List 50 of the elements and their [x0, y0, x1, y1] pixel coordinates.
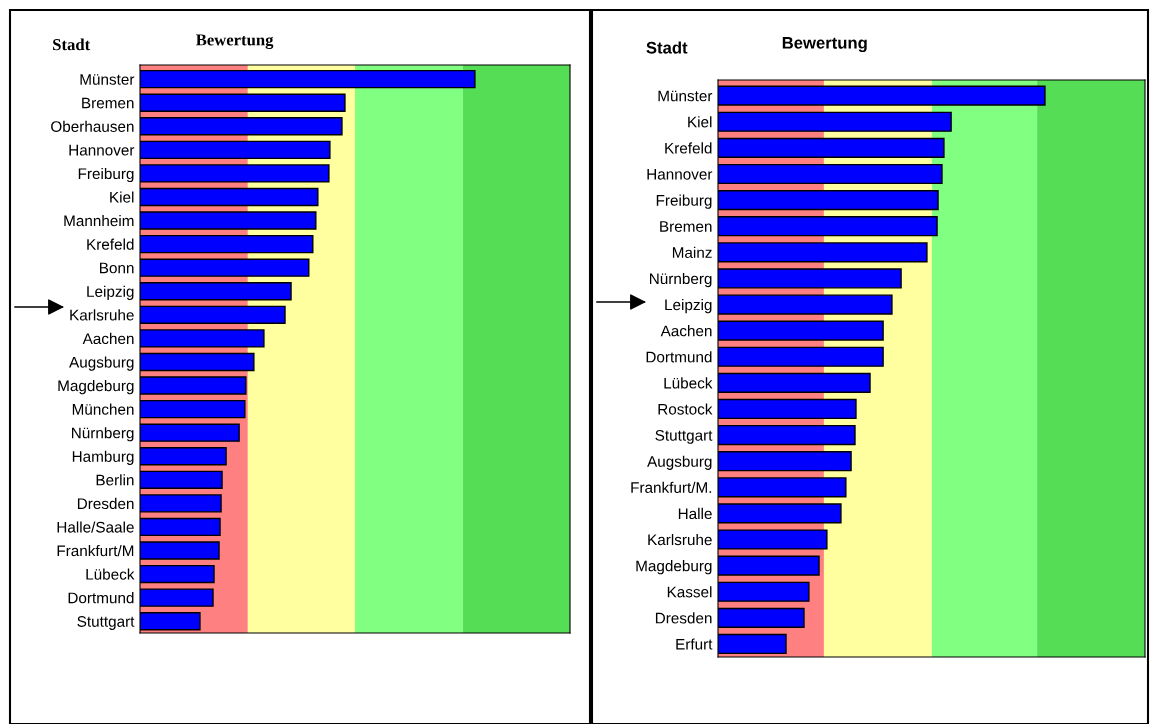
y-tick-label: Rostock: [658, 403, 713, 415]
y-tick-label: Bonn: [100, 262, 134, 274]
y-tick-label: Hannover: [69, 144, 135, 156]
y-tick-label: Stuttgart: [77, 616, 135, 630]
y-tick-label: Kiel: [688, 116, 712, 128]
y-tick-label: Dortmund: [68, 592, 134, 604]
y-axis-title: Stadt: [646, 41, 688, 54]
y-tick-label: Nürnberg: [72, 427, 134, 442]
y-tick-label: Stuttgart: [655, 429, 713, 444]
y-tick-label: Münster: [80, 74, 135, 85]
y-tick-label: Aachen: [660, 325, 712, 337]
y-tick-label: Dresden: [655, 612, 712, 624]
y-tick-label: Frankfurt/M.: [631, 481, 712, 493]
y-tick-label: Krefeld: [665, 142, 712, 154]
y-tick-label: Hamburg: [72, 450, 134, 465]
y-tick-label: Leipzig: [87, 285, 134, 300]
y-tick-label: Lübeck: [86, 568, 135, 580]
y-tick-label: Kiel: [110, 191, 134, 203]
y-tick-label: Dresden: [77, 497, 134, 510]
y-tick-label: Nürnberg: [650, 272, 712, 288]
y-tick-label: Krefeld: [87, 238, 134, 250]
y-tick-label: Halle: [678, 507, 712, 520]
y-tick-label: Karlsruhe: [70, 309, 134, 321]
y-tick-label: Aachen: [82, 332, 134, 345]
y-tick-label: Mainz: [672, 246, 712, 258]
y-tick-label: Karlsruhe: [648, 533, 712, 546]
y-tick-label: Leipzig: [665, 299, 712, 314]
y-tick-label: Erfurt: [676, 638, 713, 650]
y-tick-label: Augsburg: [69, 356, 134, 371]
y-tick-label: Magdeburg: [58, 380, 134, 395]
y-tick-label: München: [72, 403, 134, 415]
y-tick-label: Kassel: [667, 586, 712, 598]
y-tick-label: Frankfurt/M: [57, 544, 134, 557]
y-tick-label: Augsburg: [647, 455, 712, 470]
chart-title: Bewertung: [782, 37, 867, 53]
chart-title: Bewertung: [195, 34, 274, 49]
y-tick-label: Lübeck: [664, 377, 713, 389]
y-tick-label: Bremen: [82, 97, 134, 109]
y-tick-label: Halle/Saale: [57, 521, 134, 533]
y-tick-label: Bremen: [660, 221, 712, 232]
y-tick-label: Berlin: [96, 474, 134, 486]
y-tick-label: Mannheim: [64, 215, 134, 227]
y-tick-label: Freiburg: [656, 194, 712, 209]
y-tick-label: Dortmund: [646, 351, 712, 363]
y-tick-label: Hannover: [647, 169, 713, 180]
y-axis-title: Stadt: [53, 38, 91, 51]
y-tick-label: Münster: [658, 90, 713, 102]
y-tick-label: Oberhausen: [51, 120, 134, 132]
y-tick-label: Magdeburg: [636, 560, 712, 575]
y-tick-label: Freiburg: [78, 167, 134, 183]
